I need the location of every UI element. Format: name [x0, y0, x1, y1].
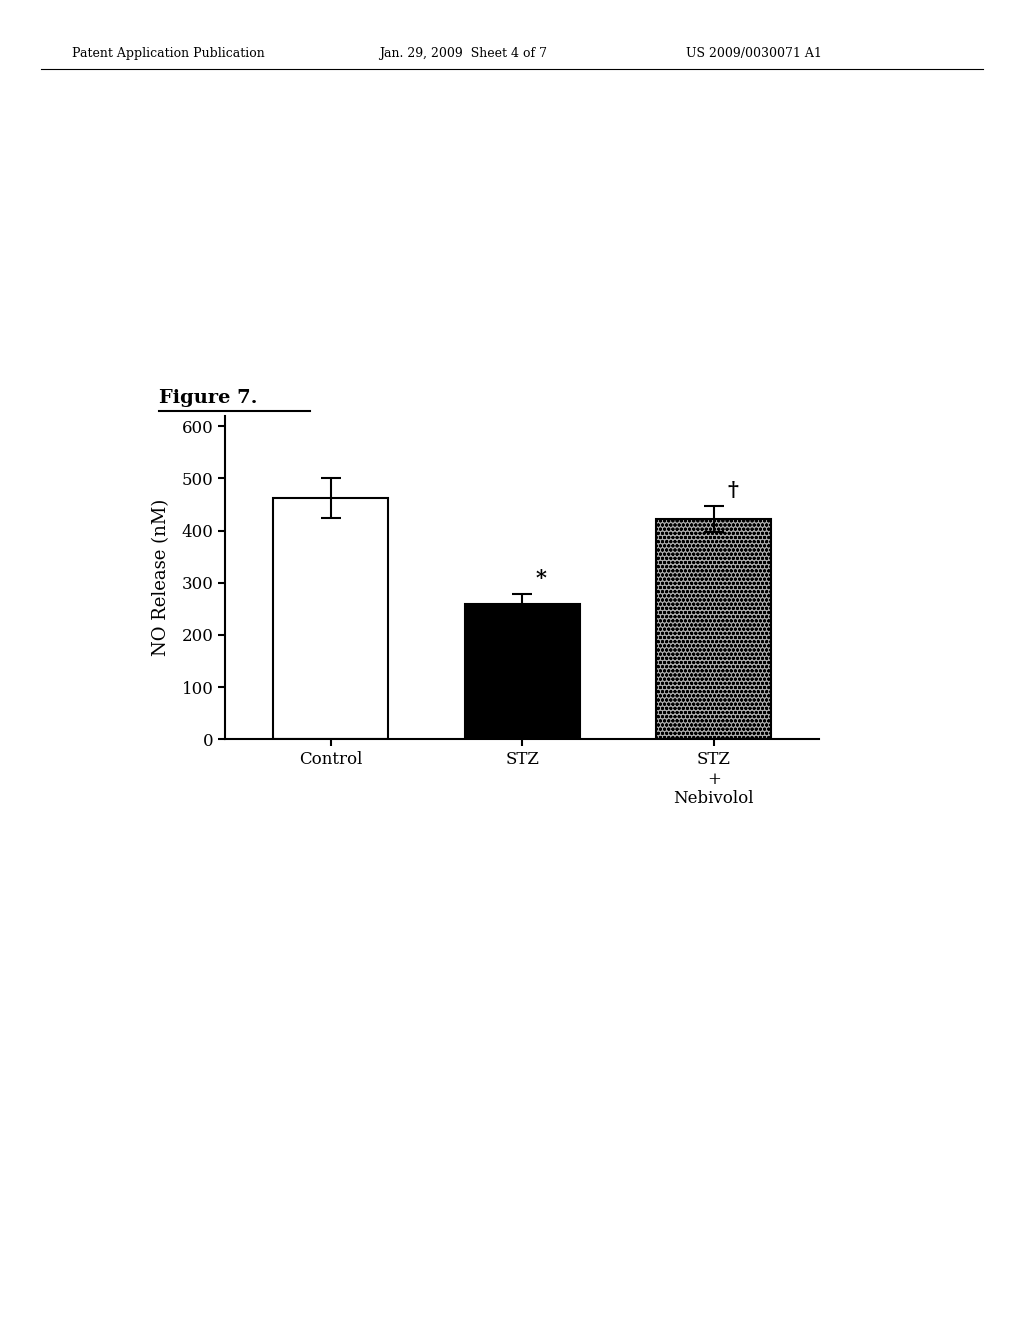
Bar — [465, 603, 580, 739]
Text: US 2009/0030071 A1: US 2009/0030071 A1 — [686, 46, 822, 59]
Text: *: * — [536, 568, 547, 587]
Text: Figure 7.: Figure 7. — [159, 388, 257, 407]
Text: Patent Application Publication: Patent Application Publication — [72, 46, 264, 59]
Bar — [656, 519, 771, 739]
Y-axis label: NO Release (nM): NO Release (nM) — [153, 499, 170, 656]
Text: †: † — [727, 479, 738, 500]
Text: Jan. 29, 2009  Sheet 4 of 7: Jan. 29, 2009 Sheet 4 of 7 — [379, 46, 547, 59]
Bar — [273, 498, 388, 739]
